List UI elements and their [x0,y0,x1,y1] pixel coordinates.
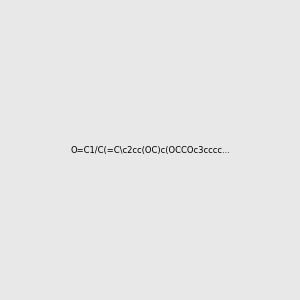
Text: O=C1/C(=C\c2cc(OC)c(OCCOc3cccc...: O=C1/C(=C\c2cc(OC)c(OCCOc3cccc... [70,146,230,154]
